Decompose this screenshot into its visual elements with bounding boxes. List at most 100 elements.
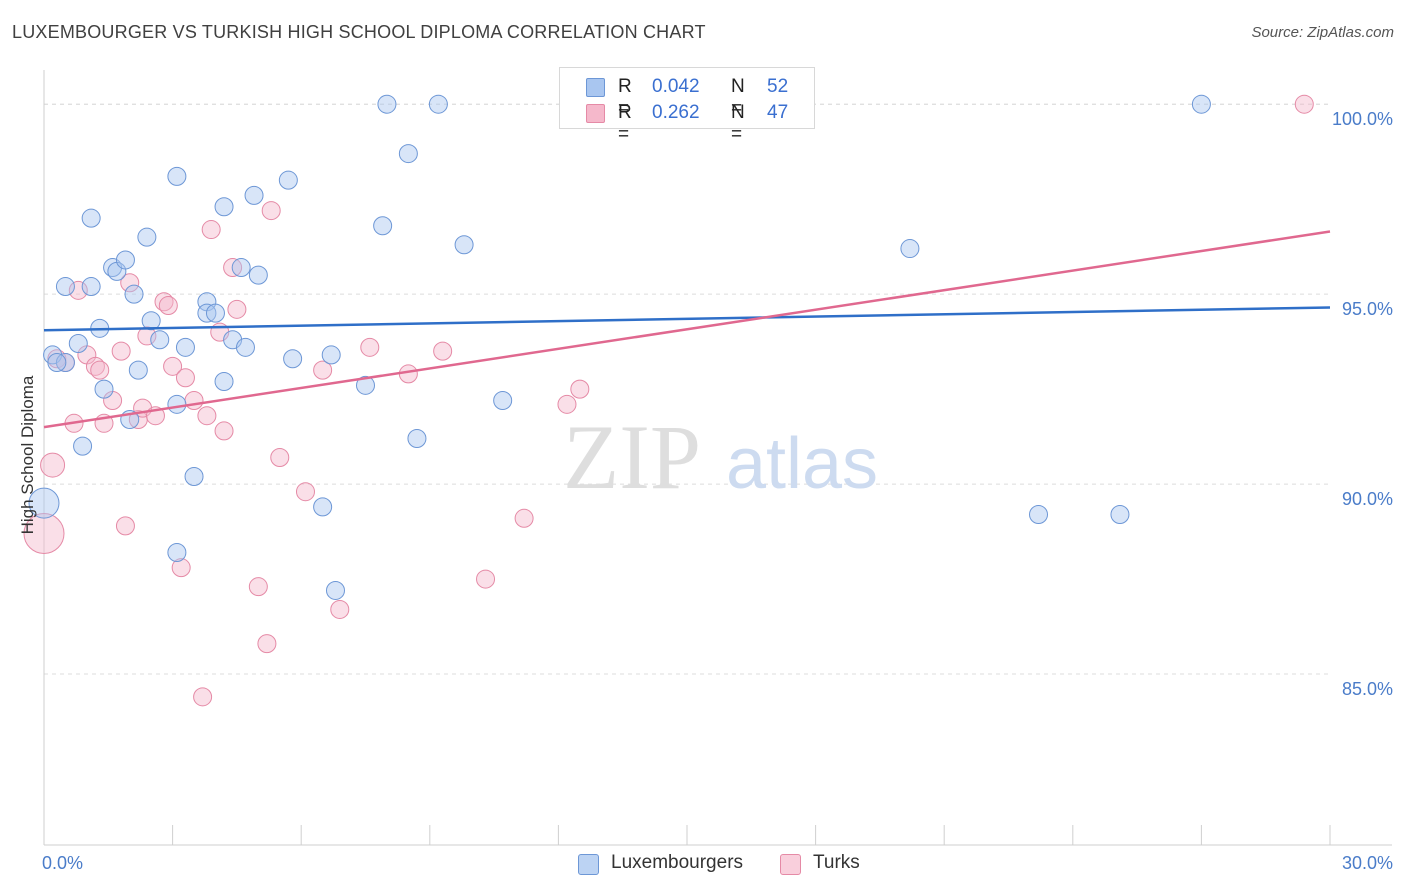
data-point-turks: [227, 299, 247, 319]
data-point-luxembourgers: [115, 250, 135, 270]
legend-r-label: R =: [618, 102, 632, 145]
data-point-turks: [270, 448, 290, 467]
legend-n-label: N =: [731, 102, 745, 145]
source-label: Source: ZipAtlas.com: [1251, 24, 1394, 41]
data-point-luxembourgers: [214, 197, 234, 217]
legend-stats: R = 0.042 N = 52 R = 0.262 N = 47: [559, 67, 815, 145]
data-point-luxembourgers: [150, 330, 170, 350]
chart-title: LUXEMBOURGER VS TURKISH HIGH SCHOOL DIPL…: [12, 22, 706, 42]
data-point-luxembourgers: [167, 542, 187, 562]
data-point-luxembourgers: [407, 429, 427, 449]
data-point-luxembourgers: [1110, 504, 1130, 524]
data-point-luxembourgers: [398, 144, 418, 164]
data-point-turks: [248, 577, 268, 597]
x-tick-label: 0.0%: [42, 853, 83, 873]
data-point-luxembourgers: [900, 239, 920, 259]
watermark-atlas: atlas: [726, 424, 878, 504]
data-point-turks: [171, 558, 191, 578]
y-tick-label: 100.0%: [1332, 109, 1393, 129]
y-tick-label: 90.0%: [1342, 489, 1393, 509]
data-point-luxembourgers: [137, 227, 157, 247]
tick-labels: 85.0% 90.0% 95.0% 100.0% 0.0% 30.0%: [42, 109, 1393, 873]
data-point-turks: [1294, 94, 1314, 114]
legend-swatch-turks: [586, 104, 605, 123]
series-luxembourgers-points: [28, 94, 1211, 600]
data-point-luxembourgers: [205, 303, 225, 323]
data-point-luxembourgers: [81, 277, 101, 297]
data-point-turks: [111, 341, 131, 361]
data-point-turks: [433, 341, 453, 361]
data-point-luxembourgers: [167, 394, 187, 414]
data-point-turks: [313, 360, 333, 380]
data-point-luxembourgers: [55, 277, 75, 297]
data-point-luxembourgers: [235, 337, 255, 357]
y-tick-label: 85.0%: [1342, 679, 1393, 699]
legend-swatch-luxembourgers: [578, 854, 599, 875]
legend-n-label: N =: [731, 76, 745, 119]
trend-line-luxembourgers: [43, 306, 1331, 332]
data-point-luxembourgers: [73, 436, 93, 456]
data-point-luxembourgers: [248, 265, 268, 285]
data-point-turks: [68, 280, 88, 300]
data-point-turks: [163, 356, 183, 376]
legend-r-label: R =: [618, 76, 632, 119]
data-point-turks: [398, 364, 418, 384]
data-point-luxembourgers: [81, 208, 101, 228]
data-point-luxembourgers: [493, 391, 513, 411]
data-point-turks: [120, 273, 140, 293]
data-point-luxembourgers: [325, 580, 345, 600]
watermark: ZIP atlas: [563, 406, 878, 508]
legend-r-value: 0.262: [652, 102, 700, 123]
data-point-turks: [214, 421, 234, 441]
legend-label-turks: Turks: [813, 852, 860, 873]
data-point-luxembourgers: [167, 166, 187, 186]
data-point-turks: [90, 360, 110, 380]
data-point-turks: [514, 508, 534, 528]
x-tick-label: 30.0%: [1342, 853, 1393, 873]
data-point-luxembourgers: [94, 379, 114, 399]
legend-swatch-turks: [780, 854, 801, 875]
gridlines: [44, 103, 1330, 675]
data-point-luxembourgers: [124, 284, 144, 304]
data-point-turks: [476, 569, 496, 589]
trend-line-turks: [43, 230, 1331, 429]
data-point-turks: [360, 337, 380, 357]
data-point-turks: [557, 394, 577, 414]
data-point-luxembourgers: [1029, 504, 1049, 524]
legend-swatch-luxembourgers: [586, 78, 605, 97]
data-point-turks: [261, 201, 281, 221]
axes: [43, 70, 1392, 846]
data-point-luxembourgers: [1191, 94, 1211, 114]
y-axis-label: High School Diploma: [18, 375, 37, 535]
data-point-turks: [201, 220, 221, 240]
data-point-luxembourgers: [377, 94, 397, 114]
legend-series: Luxembourgers Turks: [0, 852, 1406, 878]
data-point-turks: [115, 516, 135, 536]
data-point-luxembourgers: [244, 185, 264, 205]
data-point-luxembourgers: [128, 360, 148, 380]
watermark-zip: ZIP: [563, 406, 701, 508]
data-point-luxembourgers: [47, 353, 67, 373]
legend-label-luxembourgers: Luxembourgers: [611, 852, 744, 873]
data-point-luxembourgers: [283, 349, 303, 369]
data-point-turks: [23, 512, 65, 554]
data-point-turks: [158, 296, 178, 316]
legend-r-value: 0.042: [652, 76, 700, 97]
data-point-luxembourgers: [321, 345, 341, 365]
data-point-luxembourgers: [175, 337, 195, 357]
data-point-luxembourgers: [428, 94, 448, 114]
data-point-luxembourgers: [68, 334, 88, 354]
data-point-luxembourgers: [356, 375, 375, 395]
data-point-turks: [330, 599, 350, 619]
data-point-turks: [295, 482, 315, 502]
data-point-luxembourgers: [454, 235, 474, 255]
data-point-turks: [193, 687, 213, 707]
legend-n-value: 52: [767, 76, 789, 97]
data-point-luxembourgers: [373, 216, 393, 236]
data-point-luxembourgers: [231, 258, 251, 278]
data-point-luxembourgers: [278, 170, 298, 190]
data-point-luxembourgers: [184, 466, 204, 486]
data-point-turks: [175, 368, 195, 388]
data-point-turks: [184, 391, 204, 411]
